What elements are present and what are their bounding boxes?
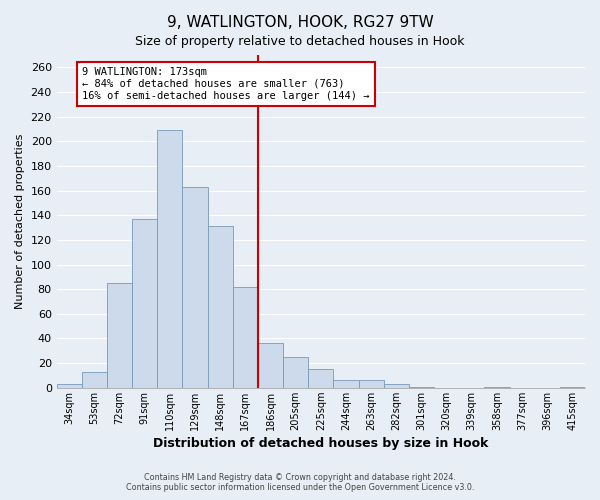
Bar xyxy=(308,370,334,388)
Text: Contains HM Land Registry data © Crown copyright and database right 2024.
Contai: Contains HM Land Registry data © Crown c… xyxy=(126,473,474,492)
Bar xyxy=(384,384,409,388)
Bar xyxy=(56,384,82,388)
Bar xyxy=(132,219,157,388)
Text: 9, WATLINGTON, HOOK, RG27 9TW: 9, WATLINGTON, HOOK, RG27 9TW xyxy=(167,15,433,30)
Text: 9 WATLINGTON: 173sqm
← 84% of detached houses are smaller (763)
16% of semi-deta: 9 WATLINGTON: 173sqm ← 84% of detached h… xyxy=(82,68,370,100)
Bar xyxy=(82,372,107,388)
X-axis label: Distribution of detached houses by size in Hook: Distribution of detached houses by size … xyxy=(153,437,488,450)
Bar xyxy=(233,286,258,388)
Bar xyxy=(258,344,283,388)
Bar xyxy=(157,130,182,388)
Bar xyxy=(359,380,384,388)
Text: Size of property relative to detached houses in Hook: Size of property relative to detached ho… xyxy=(135,35,465,48)
Bar xyxy=(334,380,359,388)
Bar xyxy=(560,386,585,388)
Bar xyxy=(107,283,132,388)
Bar xyxy=(484,386,509,388)
Bar xyxy=(409,386,434,388)
Bar xyxy=(208,226,233,388)
Bar xyxy=(182,187,208,388)
Bar xyxy=(283,357,308,388)
Y-axis label: Number of detached properties: Number of detached properties xyxy=(15,134,25,309)
